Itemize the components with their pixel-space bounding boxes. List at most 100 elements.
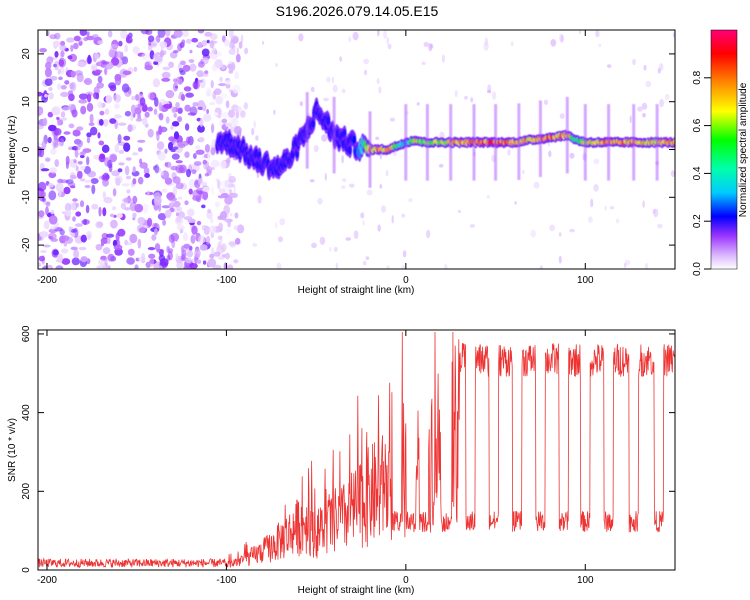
noise-blob — [134, 264, 139, 269]
noise-blob — [134, 107, 142, 115]
noise-blob — [66, 37, 75, 43]
noise-blob — [67, 104, 76, 111]
noise-blob — [204, 173, 209, 177]
noise-blob — [348, 183, 355, 188]
noise-blob — [68, 123, 75, 129]
noise-blob — [210, 217, 214, 224]
noise-blob — [162, 219, 167, 226]
noise-blob — [124, 44, 128, 53]
noise-blob — [97, 132, 101, 139]
noise-blob — [193, 153, 197, 159]
noise-blob — [38, 124, 44, 130]
noise-blob — [202, 186, 211, 192]
noise-blob — [383, 30, 387, 39]
noise-blob — [74, 148, 79, 158]
noise-blob — [38, 210, 45, 218]
y-tick-label: -10 — [21, 190, 32, 205]
noise-blob — [183, 86, 192, 92]
noise-blob — [147, 247, 156, 251]
noise-blob — [175, 253, 179, 261]
noise-blob — [131, 95, 136, 101]
noise-blob — [91, 34, 99, 39]
noise-blob — [152, 78, 160, 88]
noise-blob — [100, 241, 105, 247]
y-tick-label: 20 — [21, 48, 32, 60]
noise-blob — [218, 188, 226, 194]
noise-blob — [146, 190, 150, 196]
noise-blob — [154, 228, 158, 236]
noise-blob — [206, 165, 213, 175]
noise-blob — [58, 187, 62, 197]
noise-blob — [184, 200, 189, 206]
noise-blob — [391, 215, 394, 224]
noise-blob — [212, 90, 217, 100]
noise-blob — [223, 204, 231, 215]
noise-blob — [126, 189, 131, 194]
noise-blob — [138, 227, 146, 233]
noise-blob — [44, 67, 52, 78]
noise-blob — [129, 233, 138, 244]
noise-blob — [95, 69, 103, 74]
noise-blob — [78, 246, 87, 251]
noise-blob — [50, 147, 57, 155]
noise-blob — [202, 159, 207, 165]
noise-blob — [196, 79, 204, 83]
noise-blob — [421, 61, 426, 66]
noise-blob — [86, 56, 93, 65]
noise-blob — [103, 196, 113, 204]
noise-blob — [569, 152, 575, 159]
noise-blob — [341, 185, 346, 189]
noise-blob — [102, 247, 111, 255]
noise-blob — [326, 76, 331, 83]
noise-blob — [228, 241, 237, 246]
noise-blob — [109, 84, 117, 92]
noise-blob — [104, 174, 110, 180]
noise-blob — [155, 35, 161, 43]
noise-blob — [168, 197, 178, 202]
noise-blob — [70, 174, 77, 180]
noise-blob — [202, 113, 212, 122]
noise-blob — [132, 152, 139, 156]
noise-blob — [311, 242, 317, 249]
colorbar-tick-label: 0.2 — [692, 214, 703, 228]
noise-blob — [177, 78, 183, 85]
noise-blob — [112, 206, 117, 211]
noise-blob — [48, 190, 57, 201]
noise-blob — [117, 228, 126, 237]
noise-blob — [177, 141, 183, 148]
noise-blob — [121, 83, 130, 93]
x-tick-label: -200 — [37, 275, 57, 286]
noise-blob — [107, 253, 115, 262]
noise-blob — [186, 250, 194, 258]
noise-blob — [76, 126, 84, 131]
noise-blob — [73, 159, 77, 164]
noise-blob — [149, 257, 154, 267]
snr-ylabel: SNR (10 * v/v) — [7, 418, 18, 482]
noise-blob — [94, 40, 98, 45]
noise-blob — [664, 93, 670, 101]
noise-blob — [87, 170, 97, 178]
noise-blob — [165, 161, 172, 168]
noise-blob — [98, 259, 106, 266]
noise-blob — [78, 93, 88, 100]
noise-blob — [83, 218, 87, 226]
noise-blob — [96, 265, 106, 269]
noise-blob — [73, 35, 81, 42]
noise-blob — [183, 232, 188, 242]
noise-blob — [56, 138, 63, 143]
noise-blob — [57, 68, 61, 75]
noise-blob — [183, 265, 191, 269]
noise-blob — [205, 87, 212, 94]
noise-blob — [173, 78, 177, 83]
noise-blob — [173, 113, 177, 118]
y-tick-label: 400 — [21, 404, 32, 421]
noise-blob — [117, 168, 123, 173]
noise-blob — [171, 106, 177, 114]
noise-blob — [438, 164, 444, 168]
noise-blob — [186, 38, 192, 44]
noise-blob — [365, 256, 370, 261]
noise-blob — [70, 229, 77, 233]
noise-blob — [378, 86, 382, 94]
noise-blob — [64, 202, 72, 212]
noise-blob — [77, 160, 83, 165]
